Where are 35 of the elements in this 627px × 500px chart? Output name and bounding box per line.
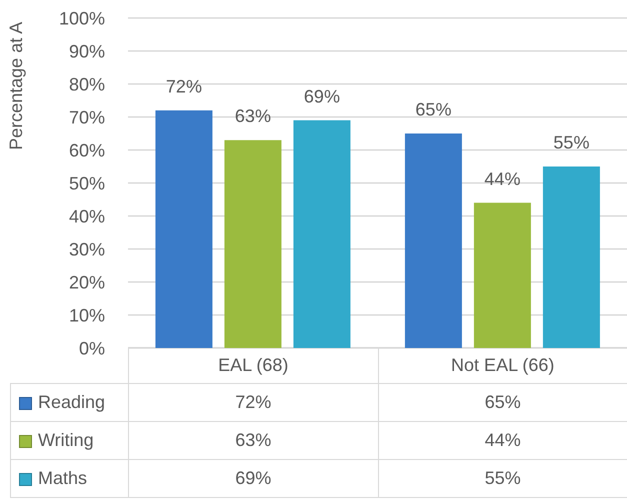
bar: [474, 202, 531, 348]
legend-label: Maths: [38, 468, 88, 488]
bar: [293, 120, 350, 348]
y-tick-label: 10%: [68, 305, 105, 326]
text: 69%: [304, 86, 340, 106]
bar: [404, 134, 462, 348]
y-tick-label: 90%: [68, 41, 105, 62]
y-tick-label: 100%: [58, 8, 105, 28]
data-label: 44%: [378, 422, 627, 460]
data-label: 55%: [378, 460, 627, 498]
legend-label: Reading: [38, 392, 106, 412]
y-tick-label: 70%: [68, 107, 105, 128]
data-label: 63%: [128, 422, 378, 460]
data-label: 72%: [128, 384, 378, 422]
bar: [224, 140, 282, 348]
text: 72%: [166, 76, 202, 96]
bar: [542, 166, 600, 348]
text: 44%: [484, 168, 520, 189]
text: 55%: [553, 132, 590, 152]
bar: [155, 110, 212, 348]
y-tick-label: 50%: [68, 173, 105, 194]
y-tick-label: 0%: [78, 338, 105, 358]
y-tick-label: 20%: [68, 272, 105, 292]
y-tick-label: 30%: [68, 239, 105, 260]
y-tick-label: 80%: [68, 74, 105, 94]
legend-label: Writing: [38, 430, 94, 450]
data-label: 65%: [378, 384, 627, 422]
y-tick-label: 40%: [68, 206, 105, 226]
text: 63%: [234, 106, 271, 126]
y-tick-label: 60%: [68, 140, 105, 160]
data-label: 69%: [128, 460, 378, 498]
y-axis-title: Percentage at A: [6, 22, 26, 150]
x-tick-label: Not EAL (66): [378, 348, 627, 384]
x-tick-label: EAL (68): [128, 348, 378, 384]
text: 65%: [415, 100, 452, 120]
